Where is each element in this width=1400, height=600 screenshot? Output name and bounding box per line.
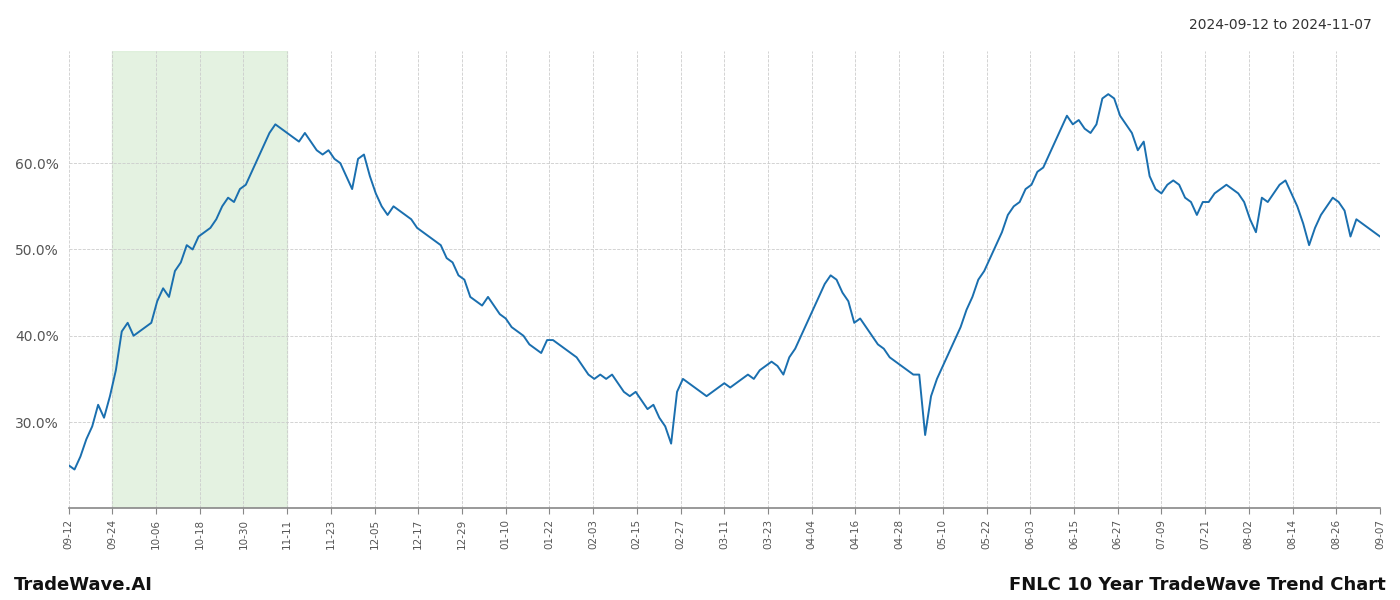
Text: FNLC 10 Year TradeWave Trend Chart: FNLC 10 Year TradeWave Trend Chart bbox=[1009, 576, 1386, 594]
Text: TradeWave.AI: TradeWave.AI bbox=[14, 576, 153, 594]
Bar bbox=[112, 51, 287, 508]
Text: 2024-09-12 to 2024-11-07: 2024-09-12 to 2024-11-07 bbox=[1189, 18, 1372, 32]
